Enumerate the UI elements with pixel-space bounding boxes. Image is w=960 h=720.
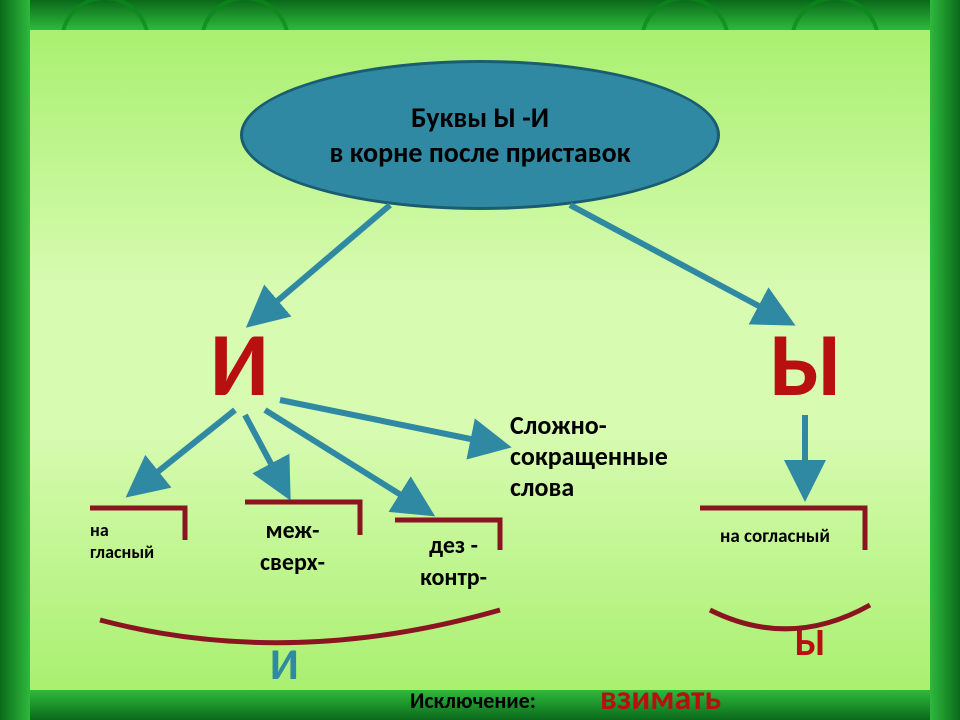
leaf-dez-kontr: дез - контр-	[420, 530, 487, 595]
diagram-stage: Буквы Ы -И в корне после приставок И Ы С…	[30, 30, 930, 690]
leaf-vowel-l1: на	[90, 520, 154, 542]
leaf-mezh-l1: меж-	[260, 515, 325, 547]
arrow-i-to-compound	[280, 400, 500, 445]
title-line2: в корне после приставок	[330, 135, 631, 170]
leaf-vowel-l2: гласный	[90, 542, 154, 564]
branch-letter-i: И	[210, 320, 269, 410]
exception-word: взимать	[600, 678, 721, 719]
leaf-compound-l1: Сложно-	[510, 410, 668, 441]
arc-right-group	[710, 605, 870, 629]
leaf-compound-l3: слова	[510, 472, 668, 503]
arrow-title-to-i	[255, 205, 390, 320]
arrow-i-to-vowel	[135, 410, 235, 490]
leaf-compound-words: Сложно- сокращенные слова	[510, 410, 668, 504]
leaf-consonant: на согласный	[720, 525, 830, 548]
leaf-vowel: на гласный	[90, 520, 154, 563]
leaf-mezh-sverh: меж- сверх-	[260, 515, 325, 580]
leaf-dez-l1: дез -	[420, 530, 487, 562]
arrow-i-to-dez	[265, 410, 425, 510]
title-ellipse: Буквы Ы -И в корне после приставок	[240, 60, 720, 210]
leaf-compound-l2: сокращенные	[510, 441, 668, 472]
result-letter-y: Ы	[795, 620, 825, 666]
leaf-dez-l2: контр-	[420, 562, 487, 594]
branch-letter-y: Ы	[770, 320, 842, 410]
arc-left-group	[100, 610, 500, 643]
border-right	[930, 0, 960, 720]
title-line1: Буквы Ы -И	[411, 100, 549, 135]
arrow-title-to-y	[570, 205, 785, 320]
leaf-mezh-l2: сверх-	[260, 547, 325, 579]
arrow-i-to-mezh	[245, 415, 285, 490]
border-left	[0, 0, 30, 720]
exception-label: Исключение:	[410, 687, 536, 714]
result-letter-i: И	[270, 637, 299, 691]
